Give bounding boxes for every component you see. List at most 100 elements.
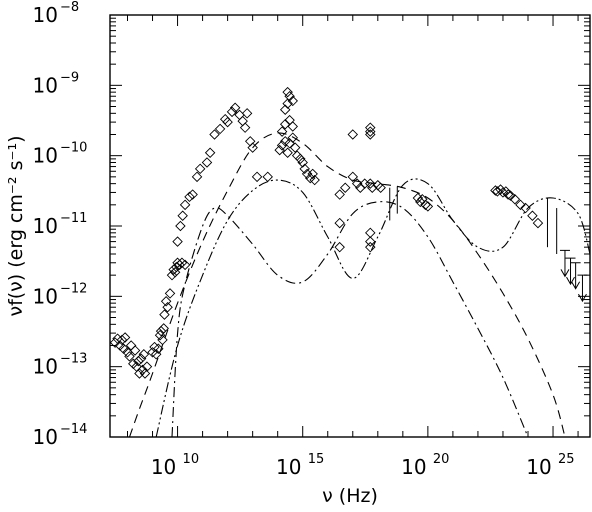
y-tick-label: 10 [33, 284, 58, 308]
data-point [299, 163, 310, 175]
data-point [244, 136, 256, 147]
data-point [291, 150, 303, 161]
y-tick-exponent: −9 [60, 70, 79, 85]
data-point [226, 106, 238, 118]
data-point [179, 199, 191, 211]
data-point [297, 157, 308, 168]
data-point [284, 90, 295, 102]
data-point [284, 114, 295, 126]
data-point [505, 190, 516, 201]
data-point [282, 98, 293, 109]
data-point [119, 332, 131, 343]
data-point [191, 171, 203, 183]
y-tick-exponent: −13 [60, 352, 87, 367]
data-point [139, 368, 151, 379]
data-point [158, 323, 169, 334]
data-point [287, 121, 298, 132]
data-point [169, 267, 181, 278]
data-point [276, 126, 288, 137]
data-point [347, 129, 359, 140]
data-point [175, 220, 186, 232]
data-points [110, 86, 588, 379]
data-point [334, 217, 345, 229]
data-point [155, 325, 167, 337]
data-point [160, 296, 172, 307]
data-point [135, 353, 147, 364]
data-point [365, 126, 376, 137]
y-tick-exponent: −10 [60, 141, 87, 156]
y-tick-exponent: −12 [60, 281, 87, 296]
data-point [532, 217, 544, 229]
data-point [420, 199, 431, 211]
data-point [153, 343, 164, 354]
upper-limit-arrow [570, 262, 581, 290]
data-point [282, 86, 293, 98]
data-point [497, 187, 509, 198]
data-point [209, 129, 220, 140]
data-point [168, 264, 179, 275]
data-point [204, 147, 216, 158]
y-tick-exponent: −11 [60, 211, 87, 226]
data-point [247, 142, 258, 153]
data-point [307, 168, 318, 180]
data-point [201, 157, 213, 168]
data-point [141, 361, 153, 372]
y-axis-label: νf(ν) (erg cm⁻² s⁻¹) [5, 135, 27, 316]
data-point [351, 178, 363, 189]
data-point [162, 301, 173, 313]
data-point [176, 257, 188, 269]
y-tick-label: 10 [33, 3, 58, 27]
data-point [309, 174, 320, 186]
data-point [137, 364, 148, 376]
data-point [355, 182, 366, 193]
data-point [502, 189, 514, 200]
x-tick-exponent: 25 [558, 452, 575, 467]
data-point [422, 201, 434, 212]
data-point [334, 189, 345, 200]
data-point [279, 118, 291, 130]
data-point [375, 182, 386, 193]
data-point [262, 171, 273, 183]
data-point [164, 288, 176, 299]
data-point [194, 163, 206, 175]
data-point [347, 171, 359, 183]
x-tick-exponent: 15 [308, 452, 325, 467]
data-point [509, 194, 521, 205]
data-point [365, 129, 376, 140]
x-tick-exponent: 10 [183, 452, 200, 467]
data-point [412, 192, 424, 204]
plot-frame [109, 14, 591, 438]
data-point [287, 132, 298, 143]
data-point [282, 147, 293, 158]
data-point [222, 116, 233, 128]
model-curve-dash-dot [171, 201, 529, 437]
data-point [334, 241, 345, 253]
data-point [166, 269, 178, 281]
data-point [365, 178, 376, 189]
data-point [157, 334, 168, 346]
data-point [124, 351, 135, 362]
upper-limit-arrow [565, 257, 576, 286]
data-point [134, 368, 145, 379]
data-point [284, 138, 295, 149]
model-curve-dashed [128, 132, 566, 437]
x-tick-exponent: 20 [433, 452, 450, 467]
data-point [239, 122, 251, 133]
x-tick-label: 10 [401, 455, 426, 479]
upper-limit-arrow [577, 274, 588, 303]
data-point [214, 123, 226, 135]
data-point [365, 236, 376, 247]
data-point [515, 199, 526, 211]
x-axis-label: ν (Hz) [322, 485, 378, 507]
upper-limit-arrow [559, 249, 570, 278]
data-point [365, 122, 376, 133]
y-tick-label: 10 [33, 73, 58, 97]
data-point [179, 259, 191, 271]
data-point [229, 102, 241, 113]
data-point [274, 144, 285, 156]
data-point [365, 241, 376, 253]
data-point [184, 191, 195, 203]
y-tick-label: 10 [33, 355, 58, 379]
